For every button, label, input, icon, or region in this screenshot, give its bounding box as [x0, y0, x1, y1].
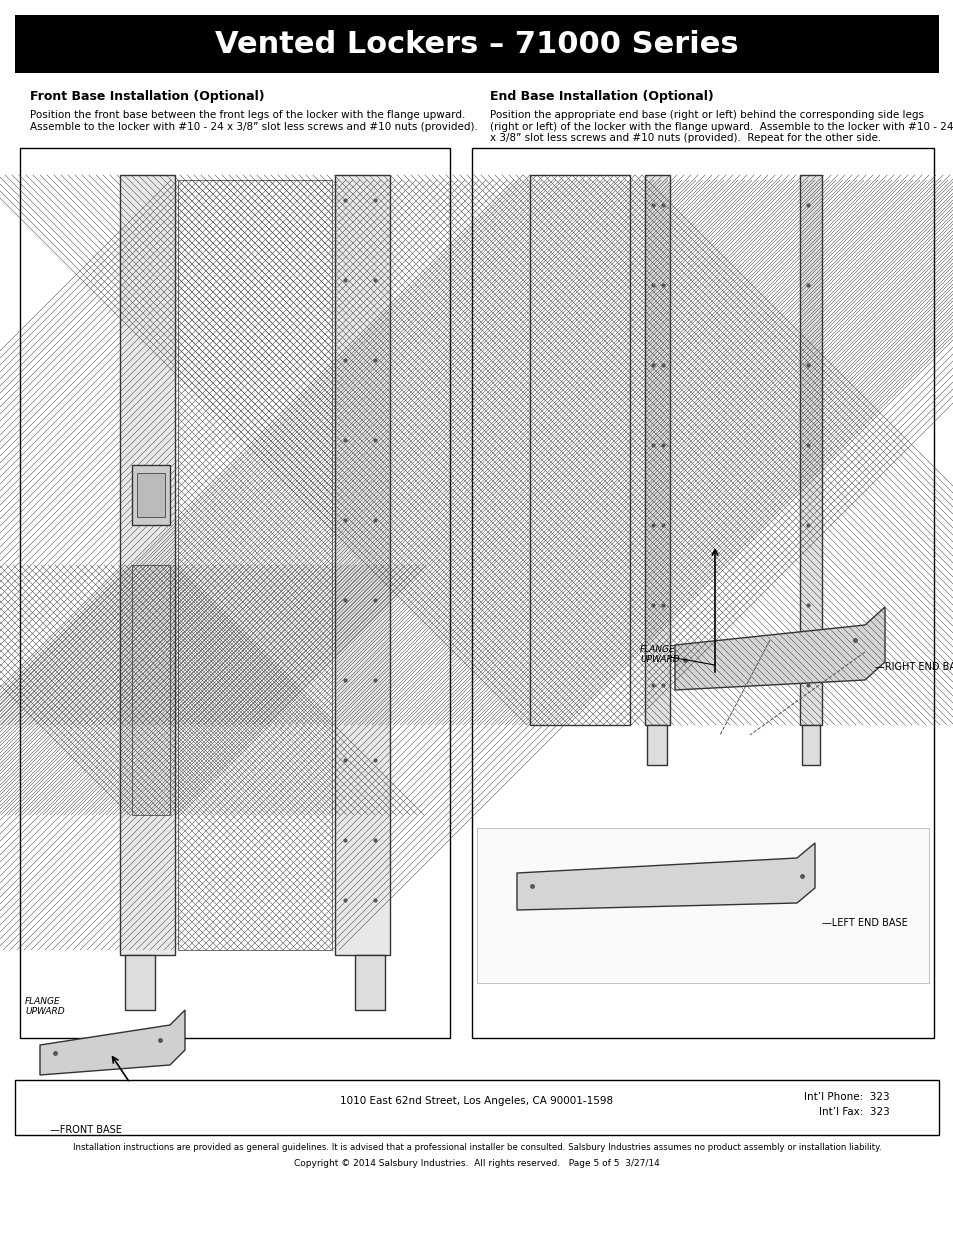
Bar: [15, 15, 938, 73]
Text: —FRONT BASE: —FRONT BASE: [50, 1125, 122, 1135]
Bar: [355, 955, 385, 1010]
Text: FLANGE
UPWARD: FLANGE UPWARD: [639, 645, 679, 664]
Bar: [15, 1079, 938, 1135]
Polygon shape: [517, 844, 814, 910]
Bar: [132, 466, 170, 525]
Bar: [132, 564, 170, 815]
Bar: [335, 175, 390, 955]
Text: FLANGE
UPWARD: FLANGE UPWARD: [25, 997, 65, 1016]
Bar: [178, 180, 332, 950]
Bar: [646, 725, 666, 764]
Bar: [530, 175, 629, 725]
Polygon shape: [40, 1010, 185, 1074]
Text: 1010 East 62nd Street, Los Angeles, CA 90001-1598: 1010 East 62nd Street, Los Angeles, CA 9…: [340, 1097, 613, 1107]
Bar: [137, 473, 165, 517]
Bar: [800, 175, 821, 725]
Text: Position the appropriate end base (right or left) behind the corresponding side : Position the appropriate end base (right…: [490, 110, 952, 143]
Text: End Base Installation (Optional): End Base Installation (Optional): [490, 90, 713, 103]
Bar: [472, 148, 933, 1037]
Bar: [644, 175, 669, 725]
Text: —RIGHT END BASE: —RIGHT END BASE: [874, 662, 953, 672]
Bar: [125, 955, 154, 1010]
Text: Int’l Fax:  323: Int’l Fax: 323: [819, 1107, 889, 1116]
Bar: [20, 148, 450, 1037]
Text: Vented Lockers – 71000 Series: Vented Lockers – 71000 Series: [215, 30, 738, 58]
Polygon shape: [675, 606, 884, 690]
Text: Position the front base between the front legs of the locker with the flange upw: Position the front base between the fron…: [30, 110, 477, 132]
Text: Int’l Phone:  323: Int’l Phone: 323: [803, 1092, 889, 1102]
Bar: [120, 175, 174, 955]
Text: Installation instructions are provided as general guidelines. It is advised that: Installation instructions are provided a…: [72, 1144, 881, 1152]
Bar: [476, 827, 928, 983]
Text: Copyright © 2014 Salsbury Industries.  All rights reserved.   Page 5 of 5  3/27/: Copyright © 2014 Salsbury Industries. Al…: [294, 1158, 659, 1168]
Text: —LEFT END BASE: —LEFT END BASE: [821, 918, 907, 927]
Text: Front Base Installation (Optional): Front Base Installation (Optional): [30, 90, 264, 103]
Bar: [801, 725, 820, 764]
